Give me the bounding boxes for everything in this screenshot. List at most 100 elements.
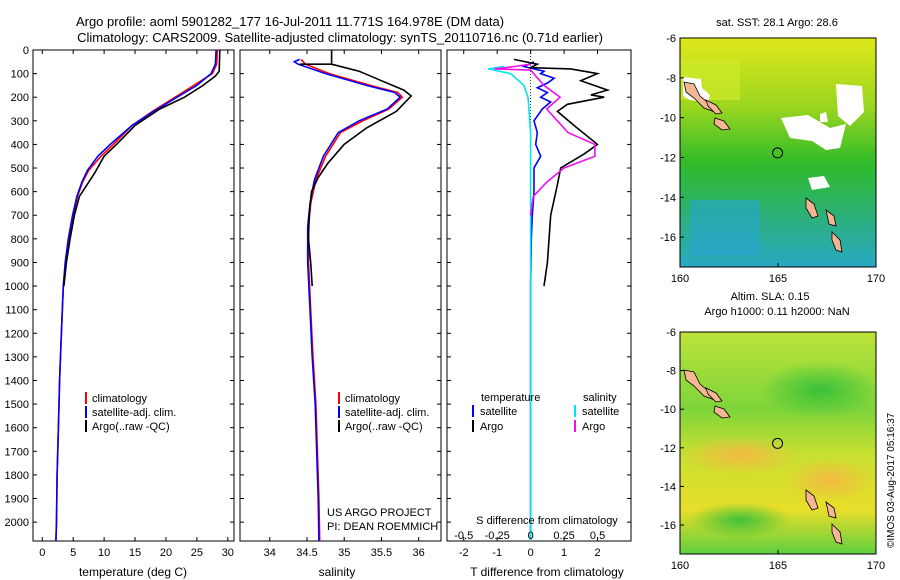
sst-cloud-gap: [820, 112, 828, 122]
depth-tick-label: 200: [11, 92, 29, 104]
series-line-salinity-satellite: [487, 65, 532, 541]
s-diff-tick-label: 0: [528, 530, 534, 542]
legend-title-temperature: temperature: [481, 392, 540, 404]
island-shape: [713, 405, 731, 419]
salinity-xlabel: salinity: [319, 565, 356, 579]
salinity-axis-ticks: 34 34.5 35 35.5 36: [264, 50, 425, 559]
s-difference-ticks: -0.5 -0.25 0 0.25 0.5: [454, 530, 605, 542]
x-tick-label: 10: [98, 547, 110, 559]
s-diff-tick-label: 0.25: [553, 530, 574, 542]
lat-tick-label: -6: [666, 327, 676, 339]
x-tick-label: 25: [191, 547, 203, 559]
depth-tick-label: 1200: [5, 328, 29, 340]
series-line-argo-raw-qc-: [63, 50, 221, 287]
sst-cool-patch: [690, 200, 760, 255]
depth-tick-label: 1900: [5, 494, 29, 506]
depth-tick-label: 800: [11, 234, 29, 246]
s-diff-tick-label: -0.25: [485, 530, 510, 542]
lat-tick-label: -14: [660, 192, 676, 204]
depth-tick-label: 100: [11, 69, 29, 81]
x-tick-label: 34.5: [296, 547, 317, 559]
temperature-legend: climatology satellite-adj. clim. Argo(..…: [85, 392, 176, 433]
island-shape: [831, 231, 843, 253]
lat-tick-label: -8: [666, 366, 676, 378]
lon-tick-label: 160: [671, 560, 689, 572]
depth-tick-label: 1500: [5, 399, 29, 411]
salinity-axes-frame: [239, 49, 442, 542]
sla-map-lat-ticks: -6 -8 -10 -12 -14 -16: [660, 327, 684, 532]
x-tick-label: 5: [70, 547, 76, 559]
lon-tick-label: 170: [867, 273, 885, 285]
sst-cloud-gap: [781, 115, 846, 150]
sla-high-patch: [785, 458, 875, 502]
series-line-satellite-adj-clim-: [292, 58, 402, 541]
x-tick-label: 35.5: [371, 547, 392, 559]
lat-tick-label: -16: [660, 520, 676, 532]
float-location-marker: [772, 147, 784, 159]
sst-map-field: [680, 38, 876, 267]
legend-label-temp-satellite: satellite: [480, 406, 517, 418]
sla-map-panel: Altim. SLA: 0.15 Argo h1000: 0.11 h2000:…: [660, 291, 885, 572]
island-shape: [805, 197, 819, 219]
depth-tick-label: 600: [11, 187, 29, 199]
sla-low-patch: [690, 502, 790, 538]
legend-label-temp-argo: Argo: [480, 421, 503, 433]
island-shape: [705, 99, 723, 115]
s-difference-label: S difference from climatology: [476, 515, 618, 527]
depth-tick-label: 1400: [5, 375, 29, 387]
project-label: US ARGO PROJECT: [327, 507, 432, 519]
lat-tick-label: -12: [660, 152, 676, 164]
temperature-panel: 0100200300400500600700800900100011001200…: [5, 45, 235, 579]
figure-title-line2: Climatology: CARS2009. Satellite-adjuste…: [77, 30, 603, 45]
legend-title-salinity: salinity: [583, 392, 617, 404]
sla-map-title-1: Altim. SLA: 0.15: [731, 291, 810, 303]
island-shape: [831, 523, 843, 545]
sla-map-field: [680, 332, 876, 554]
legend-label-satellite: satellite-adj. clim.: [345, 407, 429, 419]
temperature-axes-frame: [32, 49, 235, 542]
temperature-xlabel: temperature (deg C): [79, 565, 187, 579]
lat-tick-label: -6: [666, 33, 676, 45]
island-shape: [825, 209, 837, 227]
difference-depth-ticks: [447, 49, 631, 523]
depth-tick-label: 900: [11, 257, 29, 269]
series-line-argo-raw-qc-: [299, 50, 413, 287]
t-difference-xlabel: T difference from climatology: [470, 565, 624, 579]
island-shape: [713, 117, 731, 131]
lat-tick-label: -10: [660, 113, 676, 125]
difference-legend: temperature salinity satellite Argo sate…: [472, 392, 619, 433]
difference-profiles: [487, 58, 611, 541]
sst-map-panel: sat. SST: 28.1 Argo: 28.6 160 165 170 -6 -8…: [660, 17, 885, 285]
x-tick-label: 36: [413, 547, 425, 559]
depth-tick-label: 0: [23, 45, 29, 57]
series-line-temperature-satellite: [521, 61, 556, 541]
island-shape: [805, 489, 819, 511]
lat-tick-label: -8: [666, 73, 676, 85]
depth-tick-label: 1800: [5, 470, 29, 482]
island-shape: [705, 387, 723, 403]
depth-tick-label: 2000: [5, 517, 29, 529]
legend-label-climatology: climatology: [92, 393, 148, 405]
legend-label-argo: Argo(..raw -QC): [92, 421, 170, 433]
series-line-salinity-argo: [494, 63, 596, 216]
lat-tick-label: -10: [660, 404, 676, 416]
temperature-axis-ticks: 0 5 10 15 20 25 30: [39, 50, 234, 559]
lat-tick-label: -12: [660, 443, 676, 455]
depth-axis-ticks: 0 100 200 300 400 500 600 700 800 900 1000 1100 1200…: [5, 45, 234, 529]
lon-tick-label: 165: [769, 273, 787, 285]
salinity-panel: 34 34.5 35 35.5 36 salinity climatology sate…: [239, 49, 442, 579]
legend-label-argo: Argo(..raw -QC): [345, 421, 423, 433]
x-tick-label: -2: [459, 547, 469, 559]
legend-label-climatology: climatology: [345, 393, 401, 405]
x-tick-label: 34: [264, 547, 276, 559]
legend-label-satellite: satellite-adj. clim.: [92, 407, 176, 419]
x-tick-label: 1: [561, 547, 567, 559]
x-tick-label: 20: [160, 547, 172, 559]
depth-tick-label: 1600: [5, 423, 29, 435]
sla-map-title-2: Argo h1000: 0.11 h2000: NaN: [704, 306, 849, 318]
depth-tick-label: 300: [11, 116, 29, 128]
figure-title-line1: Argo profile: aoml 5901282_177 16-Jul-20…: [76, 14, 504, 29]
lat-tick-label: -14: [660, 481, 676, 493]
difference-panel: -2 -1 0 1 2 S difference from climatology T …: [446, 49, 632, 579]
